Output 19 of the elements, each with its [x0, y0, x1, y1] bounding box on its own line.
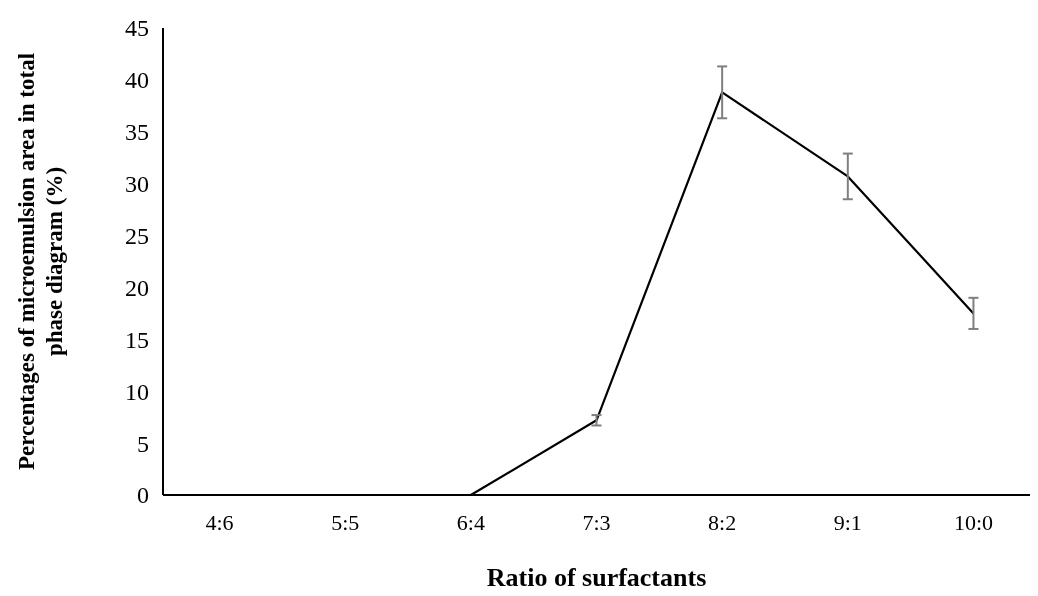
x-tick-label: 8:2 [708, 510, 737, 535]
y-tick-label: 5 [137, 430, 149, 457]
y-axis-title: Percentages of microemulsion area in total phase diagram (%) [14, 52, 67, 471]
y-tick-label: 25 [125, 222, 149, 249]
y-tick-label: 40 [125, 67, 149, 94]
x-tick-label: 7:3 [582, 510, 611, 535]
y-tick-label: 45 [125, 15, 149, 42]
x-tick-label: 9:1 [833, 510, 862, 535]
y-tick-label: 15 [125, 326, 149, 353]
y-tick-label: 30 [125, 171, 149, 198]
y-tick-label: 0 [137, 482, 149, 509]
x-tick-label: 6:4 [456, 510, 485, 535]
x-tick-label: 4:6 [205, 510, 234, 535]
x-tick-label: 10:0 [953, 510, 994, 535]
x-tick-label: 5:5 [331, 510, 360, 535]
y-tick-label: 35 [125, 119, 149, 146]
x-axis-title: Ratio of surfactants [486, 563, 707, 592]
y-tick-label: 20 [125, 274, 149, 301]
y-tick-label: 10 [125, 378, 149, 405]
